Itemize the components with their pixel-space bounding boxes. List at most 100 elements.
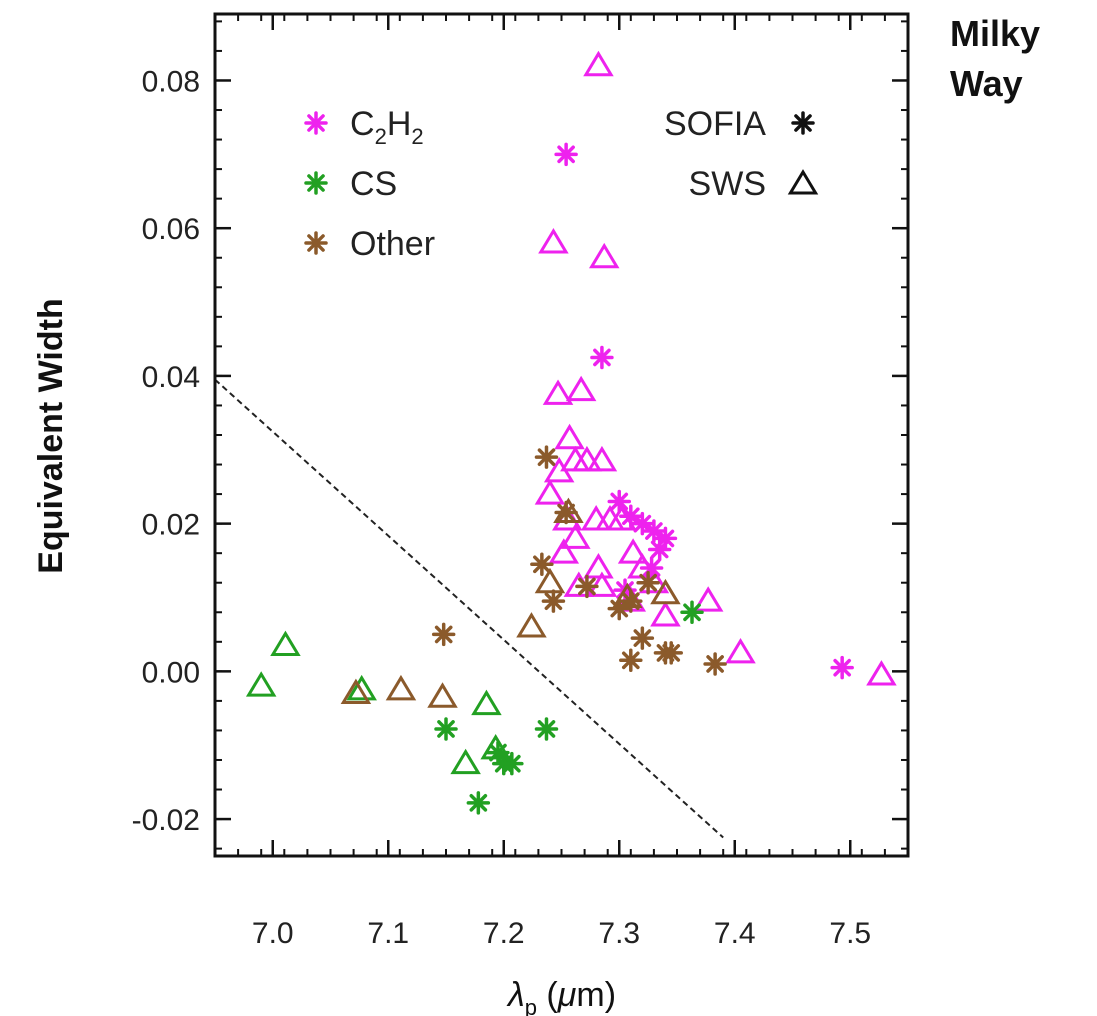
x-axis-title-symbol: λ — [506, 976, 525, 1014]
other-sofia-point — [575, 574, 599, 599]
divider-line-group — [214, 378, 724, 839]
cs-sofia-point — [434, 717, 458, 741]
cs-sofia-point — [466, 791, 491, 815]
c2h2-sofia-point — [630, 511, 655, 536]
legend-entry-cs: CS — [304, 165, 397, 203]
legend-entry-c2h2: C2H2 — [304, 105, 424, 149]
legend-label-sofia: SOFIA — [664, 105, 766, 143]
legend-label-other: Other — [350, 225, 435, 263]
other-sws-point — [385, 674, 417, 701]
x-axis-title-unit-mu: μ — [557, 976, 577, 1014]
divider-line — [214, 378, 724, 839]
legend-c2h2-h: H — [387, 105, 412, 143]
legend: C2H2 CS Other SOFIA SWS — [304, 105, 819, 263]
legend-c2h2-sub2: 2 — [411, 124, 423, 149]
c2h2-sws-point — [571, 445, 603, 472]
legend-marker-c2h2 — [304, 111, 328, 135]
cs-sofia-point — [534, 717, 559, 741]
c2h2-sofia-point — [554, 142, 578, 167]
x-tick-label: 7.2 — [483, 917, 525, 950]
other-sofia-point — [659, 641, 683, 665]
c2h2-sws-point — [606, 505, 637, 531]
x-tick-label: 7.1 — [367, 917, 409, 950]
other-sws-point — [650, 578, 681, 605]
legend-label-sws: SWS — [689, 165, 766, 203]
c2h2-sws-point — [725, 637, 756, 664]
other-sws-point — [553, 497, 584, 524]
legend-marker-cs — [304, 171, 328, 195]
x-axis-title-subscript: p — [525, 995, 537, 1016]
other-sofia-point — [541, 589, 566, 613]
other-sws-point — [340, 678, 372, 705]
c2h2-sws-point — [586, 445, 618, 472]
other-sofia-point — [630, 626, 655, 650]
legend-entry-sofia: SOFIA — [664, 105, 815, 143]
c2h2-sofia-point — [653, 526, 678, 551]
corner-label-line1: Milky — [950, 13, 1040, 54]
cs-sws-point — [450, 748, 481, 775]
c2h2-sws-point — [583, 50, 614, 77]
y-tick-label: 0.04 — [142, 361, 200, 394]
other-sws-point — [612, 582, 643, 608]
c2h2-sofia-point — [607, 489, 631, 514]
x-axis-title: λp (μm) — [506, 976, 616, 1016]
y-tick-label: 0.06 — [142, 213, 200, 246]
y-axis-title: Equivalent Width — [32, 298, 70, 573]
legend-marker-other — [304, 231, 328, 255]
y-tick-label: 0.02 — [142, 509, 200, 542]
c2h2-sws-point — [588, 242, 620, 269]
other-sofia-point — [431, 622, 456, 647]
legend-entry-sws: SWS — [689, 165, 819, 203]
y-tick-label: 0.08 — [142, 65, 200, 98]
legend-marker-sofia — [791, 111, 815, 135]
other-sofia-point — [619, 648, 643, 673]
legend-marker-sws — [787, 169, 819, 195]
cs-sofia-point — [680, 600, 704, 625]
cs-sws-point — [471, 689, 502, 716]
c2h2-sws-point — [692, 586, 724, 612]
x-tick-label: 7.4 — [714, 917, 756, 950]
c2h2-sws-point — [650, 601, 681, 627]
data-points — [245, 50, 897, 815]
y-tick-label: 0.00 — [142, 656, 200, 689]
other-sofia-point — [703, 652, 727, 676]
x-tick-label: 7.3 — [598, 917, 640, 950]
corner-label-line2: Way — [950, 63, 1023, 104]
c2h2-sws-point — [565, 375, 597, 402]
x-axis-title-unit-open: ( — [537, 976, 558, 1014]
legend-c2h2-c: C — [350, 105, 375, 143]
legend-c2h2-sub1: 2 — [375, 124, 387, 149]
x-tick-label: 7.5 — [829, 917, 871, 950]
c2h2-sofia-point — [830, 655, 854, 680]
c2h2-sws-point — [554, 423, 585, 450]
other-sofia-point — [636, 570, 660, 595]
plot-frame — [213, 12, 910, 858]
c2h2-sws-point — [866, 660, 897, 686]
x-tick-label: 7.0 — [252, 917, 294, 950]
cs-sws-point — [346, 674, 377, 701]
other-sws-point — [427, 682, 458, 708]
c2h2-sws-point — [542, 379, 574, 405]
cs-sws-point — [245, 671, 277, 697]
other-sws-point — [516, 612, 547, 638]
c2h2-sws-point — [548, 538, 580, 564]
y-axis-title-text: Equivalent Width — [32, 298, 70, 573]
other-sws-point — [534, 567, 566, 594]
c2h2-sws-point — [617, 538, 649, 564]
x-axis-title-unit-rest: m) — [576, 976, 616, 1014]
c2h2-sws-point — [583, 553, 614, 579]
y-tick-label: -0.02 — [132, 804, 200, 837]
legend-entry-other: Other — [304, 225, 435, 263]
c2h2-sws-point — [560, 523, 591, 549]
legend-label-c2h2: C2H2 — [350, 105, 424, 149]
cs-sws-point — [480, 733, 511, 760]
c2h2-sws-point — [538, 228, 569, 254]
other-sofia-point — [534, 445, 559, 469]
other-sofia-point — [607, 596, 631, 621]
cs-sws-point — [270, 630, 301, 656]
legend-label-cs: CS — [350, 165, 397, 203]
c2h2-sws-point — [534, 479, 566, 505]
c2h2-sofia-point — [590, 345, 614, 370]
axis-ticks: 7.0 7.1 7.2 7.3 7.4 7.5 -0.02 0.00 0.02 0.04 0.06 0… — [132, 14, 909, 950]
